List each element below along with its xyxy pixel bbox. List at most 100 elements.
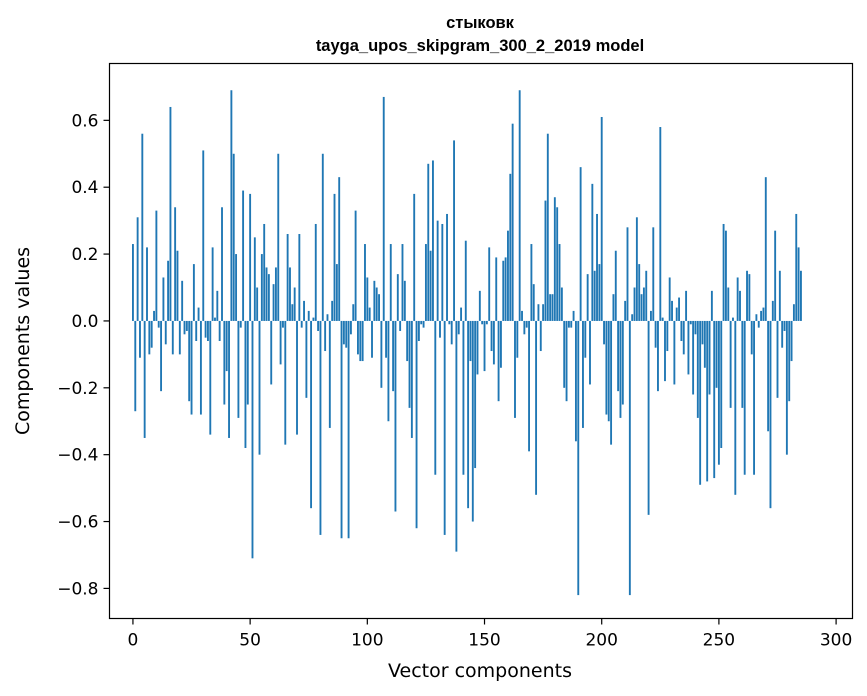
bar-83 [326,314,329,321]
bar-165 [518,90,521,321]
bar-78 [314,223,317,321]
bar-134 [446,213,448,321]
bar-139 [457,320,460,335]
bar-187 [570,320,573,328]
bar-126 [427,163,430,321]
bar-46 [239,320,242,328]
bar-238 [689,320,692,325]
bar-266 [755,314,758,321]
x-axis-label: Vector components [388,660,572,682]
bar-212 [628,320,631,596]
bar-241 [696,320,699,418]
bar-36 [216,290,219,321]
bar-186 [567,320,570,328]
bar-185 [565,320,568,402]
bar-1 [134,320,137,412]
bar-58 [267,274,270,321]
bar-62 [277,153,280,321]
bar-242 [699,320,702,485]
bar-111 [392,320,395,392]
bar-202 [605,320,608,415]
bar-252 [722,223,725,321]
bar-18 [174,207,177,321]
bar-6 [146,247,148,321]
bar-164 [516,320,519,358]
bar-159 [504,257,507,321]
bar-96 [357,320,359,355]
bar-41 [228,320,230,438]
bar-205 [612,294,615,321]
bar-217 [640,294,643,321]
bar-219 [645,270,648,321]
bar-10 [155,210,158,321]
bar-183 [560,287,563,321]
bar-154 [492,320,495,365]
bar-167 [523,320,526,335]
bar-275 [776,320,779,398]
y-tick-label-2: 0.2 [71,245,98,265]
bar-4 [141,133,144,321]
y-tick-label-4: −0.2 [57,379,98,399]
bar-174 [539,320,542,352]
bar-137 [453,140,455,321]
bar-114 [399,320,402,331]
bar-93 [349,320,352,335]
bar-248 [713,320,716,479]
bar-85 [331,300,334,321]
bar-161 [509,173,512,321]
bar-152 [488,247,491,321]
bar-55 [260,254,263,321]
bar-77 [312,317,315,321]
bar-143 [467,320,470,509]
bar-8 [150,320,153,348]
bar-11 [157,320,160,328]
bar-236 [685,290,688,321]
bar-146 [474,320,477,469]
bar-140 [460,307,463,321]
bar-220 [647,320,650,515]
bar-80 [319,320,322,535]
bar-218 [642,287,645,321]
y-axis-ticks: 0.6 0.4 0.2 0.0 −0.2 −0.4 −0.6 −0.8 [57,111,110,599]
bar-264 [750,320,753,355]
bar-267 [757,320,760,328]
bar-124 [422,320,425,328]
bar-71 [298,234,301,321]
bar-16 [169,106,172,321]
bar-69 [293,287,296,321]
bar-29 [199,320,202,415]
bar-200 [600,116,603,321]
bar-53 [256,287,259,321]
bar-123 [420,320,423,325]
bar-14 [164,320,167,345]
bar-24 [188,320,191,402]
bar-95 [354,210,357,321]
bar-131 [439,320,441,338]
bar-210 [624,300,627,321]
bar-107 [382,96,385,321]
bar-280 [788,320,791,402]
bar-170 [530,244,533,321]
bar-283 [795,213,798,321]
bar-3 [139,320,141,358]
bar-168 [525,320,528,328]
bar-276 [778,270,781,321]
bar-270 [764,177,767,321]
bar-133 [443,320,446,535]
bar-191 [579,167,582,321]
bar-150 [483,320,486,372]
bar-35 [214,317,216,321]
bar-204 [610,320,613,445]
y-tick-label-6: −0.6 [57,513,98,533]
bar-271 [767,320,770,432]
bar-115 [401,244,404,321]
bar-180 [553,197,556,321]
bar-73 [303,300,305,321]
bar-26 [192,264,195,321]
bar-86 [333,193,336,321]
bar-9 [153,310,155,321]
bar-112 [394,320,397,512]
bar-132 [441,223,444,321]
x-tick-label-0: 0 [128,631,139,651]
